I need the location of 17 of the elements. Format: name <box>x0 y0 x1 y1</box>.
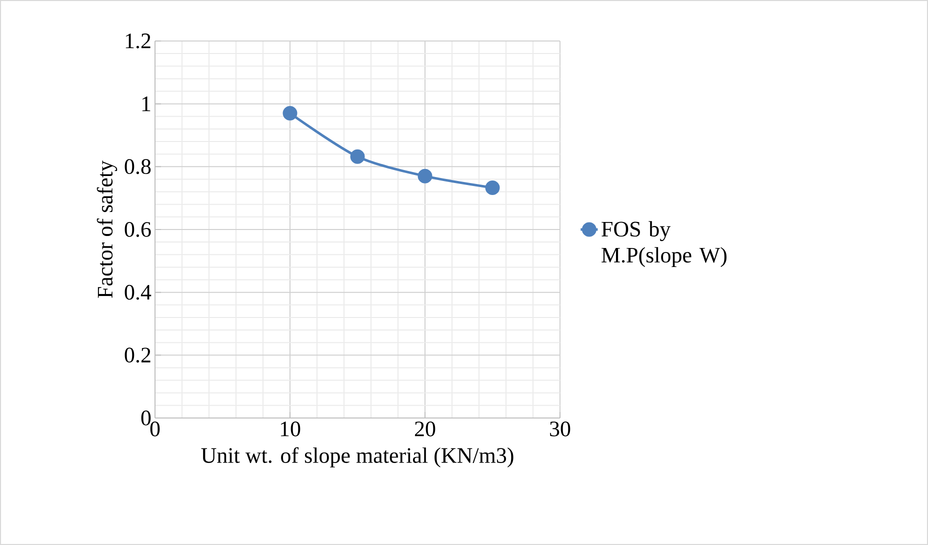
x-axis-title: Unit wt. of slope material (KN/m3) <box>201 447 514 468</box>
y-axis-title: Factor of safety <box>96 160 118 298</box>
point <box>282 106 298 120</box>
y-tick-label: 0.8 <box>124 159 151 174</box>
y-tick-label: 0 <box>141 410 151 426</box>
y-tick-label: 0.2 <box>124 348 150 363</box>
point <box>485 180 500 195</box>
legend-label: FOS by M.P(slope W) <box>602 221 726 268</box>
x-tick-label: 10 <box>280 422 300 436</box>
y-tick-label: 0.6 <box>124 222 151 237</box>
x-tick-label: 20 <box>414 422 436 436</box>
point <box>418 168 432 184</box>
y-tick-label: 1.2 <box>126 34 150 48</box>
y-tick-label: 1 <box>142 96 150 112</box>
y-tick-label: 0.4 <box>124 284 152 300</box>
x-tick-label: 30 <box>550 422 570 436</box>
point <box>350 149 365 164</box>
